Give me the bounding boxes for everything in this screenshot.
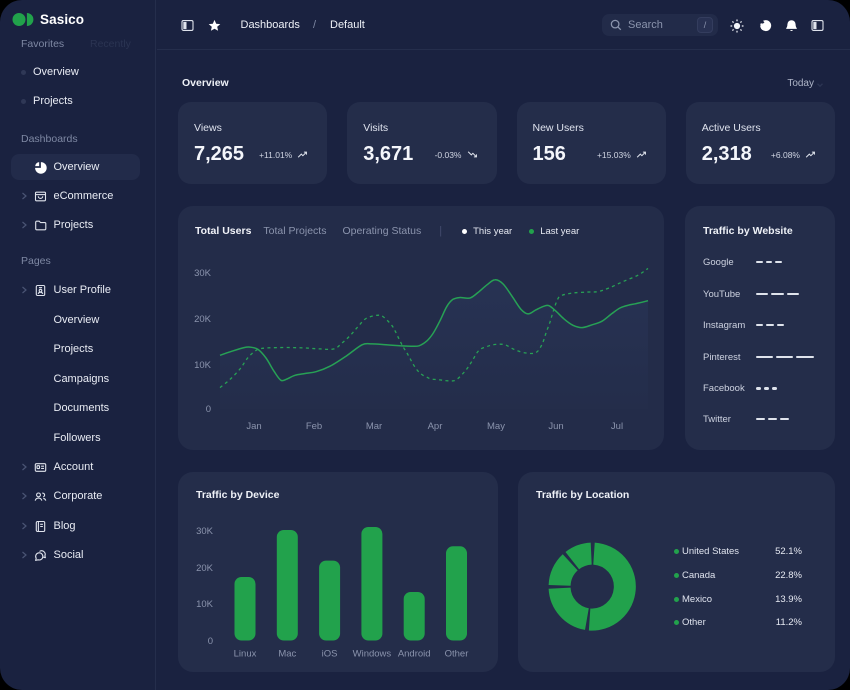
svg-text:Feb: Feb bbox=[306, 421, 322, 432]
svg-text:30K: 30K bbox=[196, 526, 214, 537]
svg-text:Jun: Jun bbox=[548, 421, 563, 432]
svg-text:Jul: Jul bbox=[611, 421, 623, 432]
svg-text:0: 0 bbox=[208, 636, 213, 647]
svg-text:Other: Other bbox=[445, 649, 469, 660]
svg-text:Windows: Windows bbox=[353, 649, 392, 660]
svg-text:Mar: Mar bbox=[366, 421, 382, 432]
svg-text:0: 0 bbox=[206, 404, 211, 415]
svg-text:20K: 20K bbox=[194, 314, 212, 325]
svg-text:Jan: Jan bbox=[246, 421, 261, 432]
svg-text:Android: Android bbox=[398, 649, 431, 660]
svg-text:Linux: Linux bbox=[234, 649, 257, 660]
svg-text:30K: 30K bbox=[194, 268, 212, 279]
svg-text:iOS: iOS bbox=[322, 649, 338, 660]
svg-text:Apr: Apr bbox=[428, 421, 443, 432]
svg-text:Mac: Mac bbox=[278, 649, 296, 660]
svg-text:10K: 10K bbox=[196, 599, 214, 610]
svg-text:10K: 10K bbox=[194, 360, 212, 371]
svg-text:20K: 20K bbox=[196, 563, 214, 574]
svg-text:May: May bbox=[487, 421, 505, 432]
